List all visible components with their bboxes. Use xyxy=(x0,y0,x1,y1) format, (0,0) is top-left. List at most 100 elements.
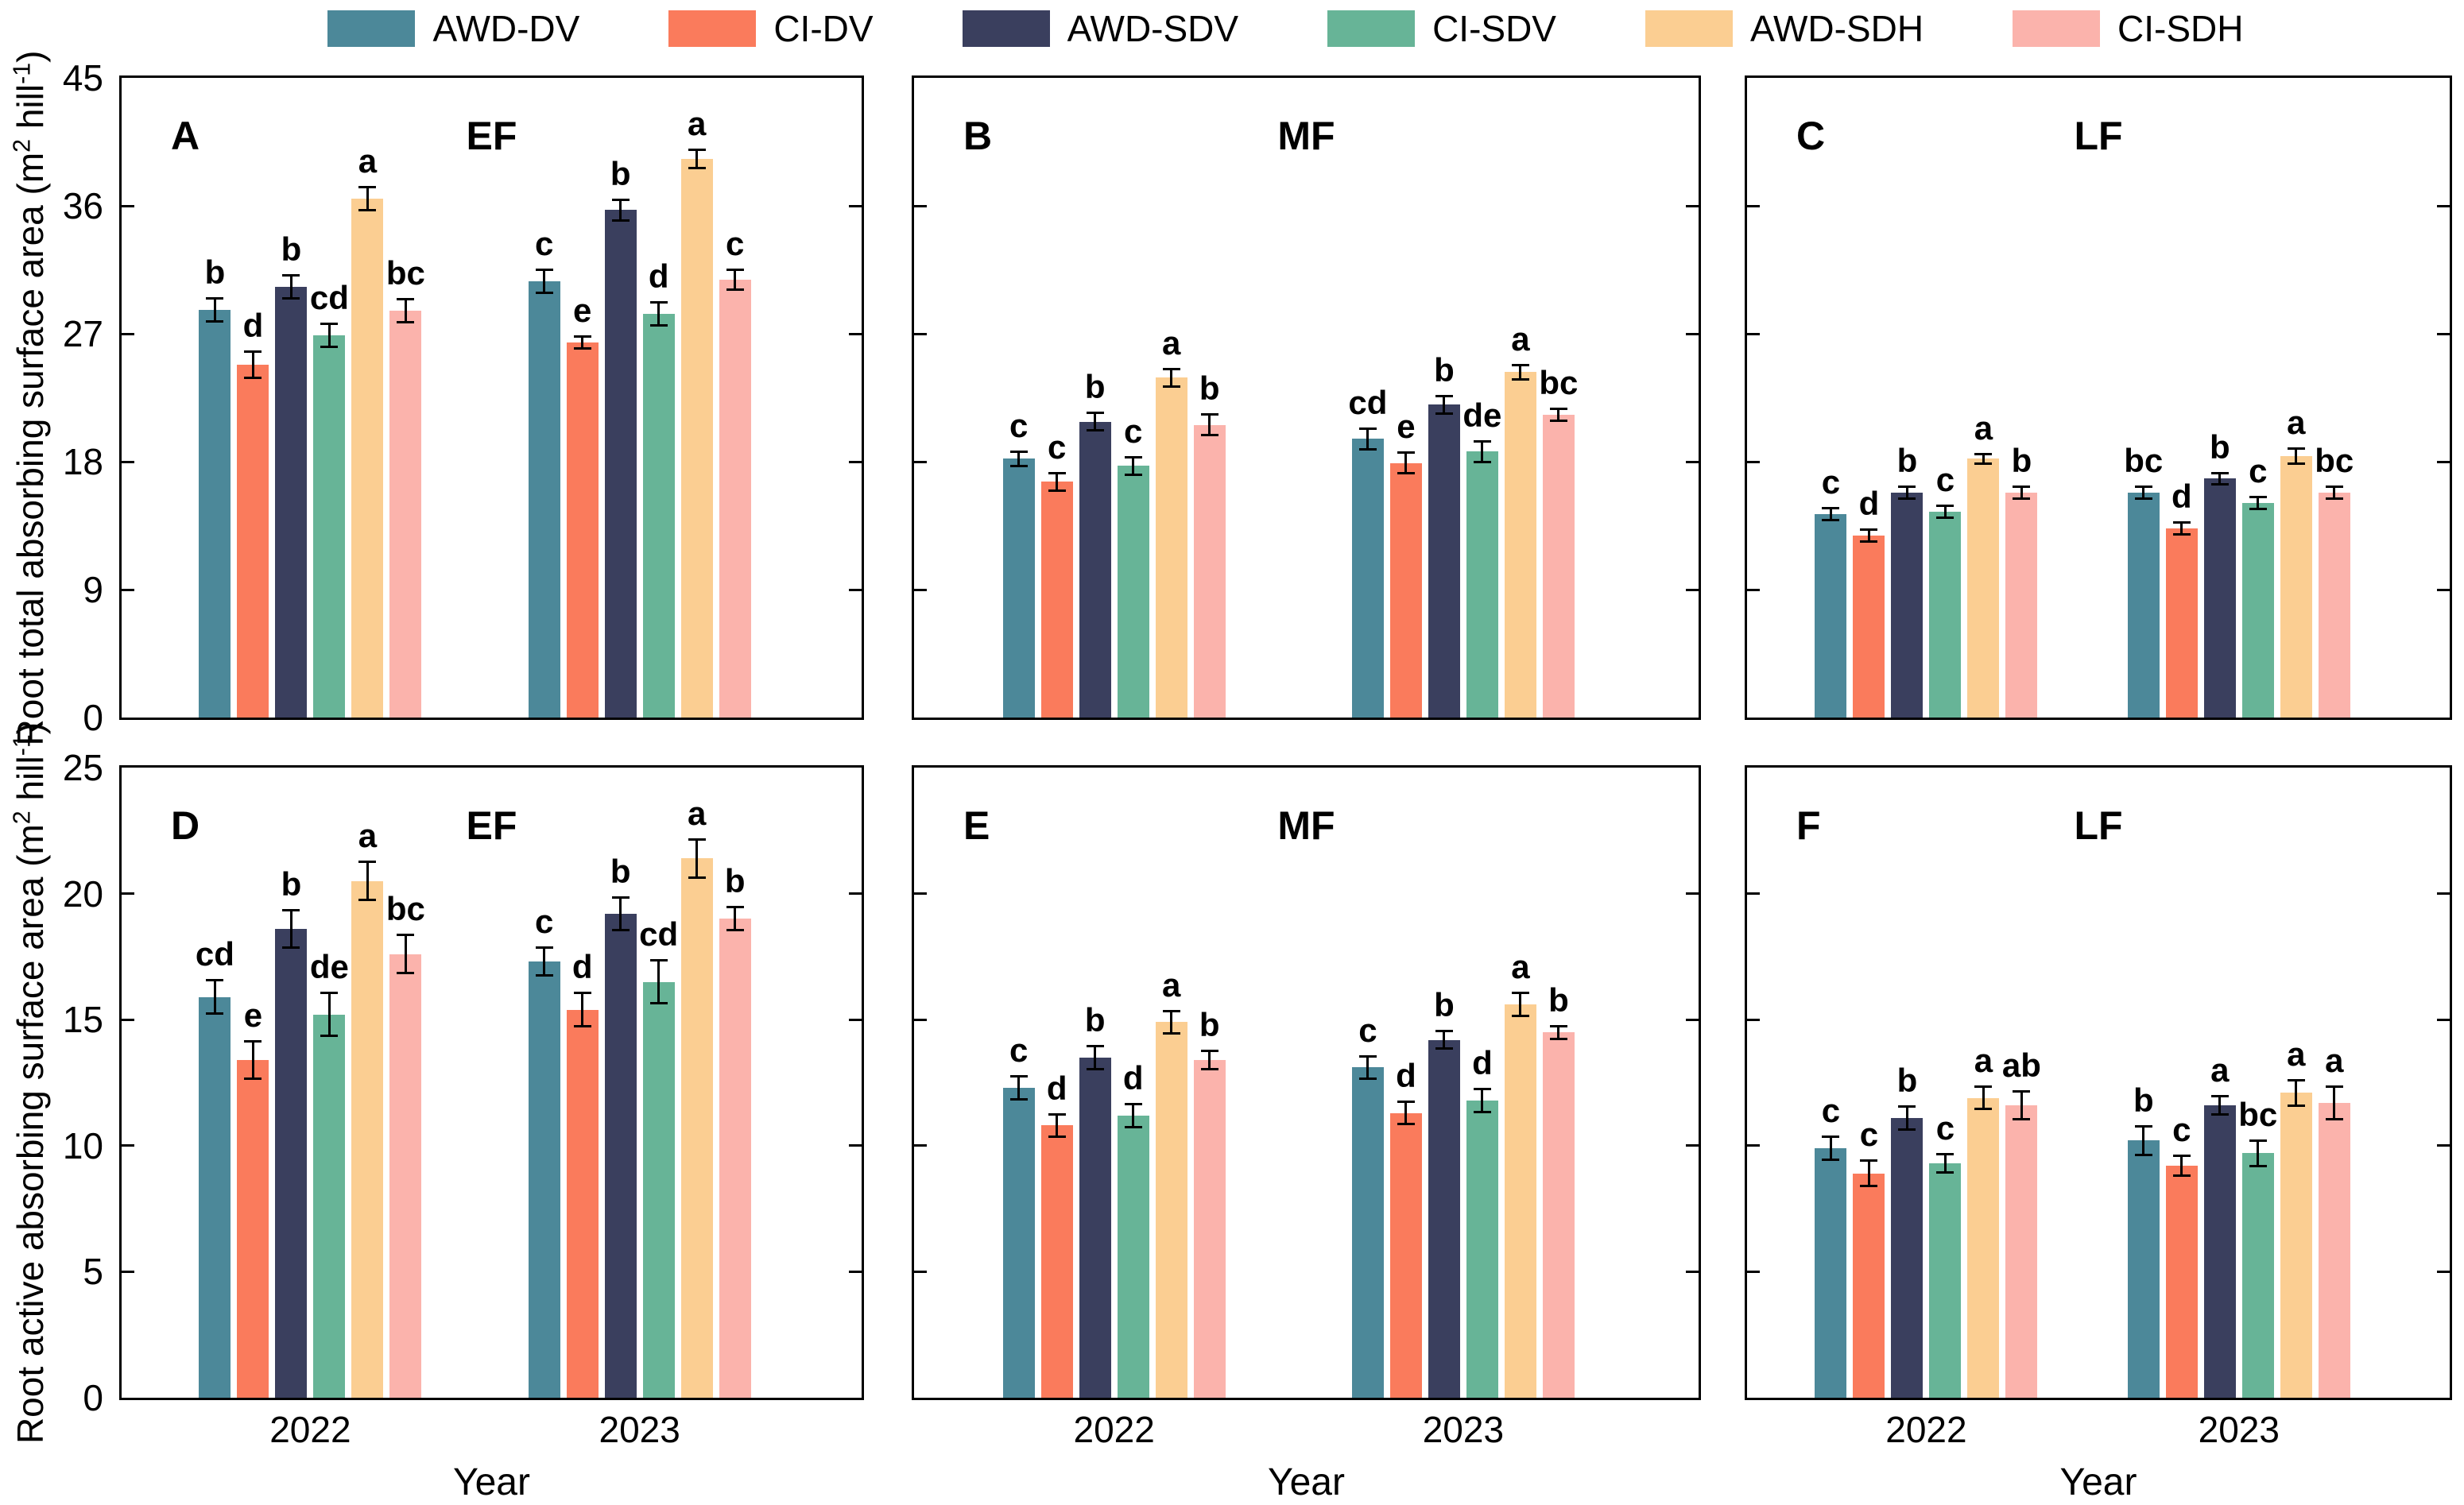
y-tick xyxy=(1686,1270,1699,1273)
error-bar xyxy=(1982,453,1985,465)
error-bar-cap xyxy=(688,149,706,152)
panel-title-B: MF xyxy=(1277,114,1335,158)
error-bar xyxy=(1443,1029,1446,1050)
error-bar-cap xyxy=(649,959,668,962)
error-bar-cap xyxy=(1048,489,1066,492)
y-tick xyxy=(849,1270,862,1273)
bar-F-2023-CI-SDH xyxy=(2318,1102,2350,1398)
bar-B-2022-CI-SDV xyxy=(1117,466,1149,718)
x-tick-label: 2022 xyxy=(1885,1409,1967,1450)
error-bar xyxy=(657,959,661,1005)
significance-letter: b xyxy=(724,862,746,900)
bar-B-2022-CI-DV xyxy=(1040,482,1073,718)
error-bar xyxy=(1170,1009,1173,1035)
y-tick-label: 36 xyxy=(62,185,103,226)
legend-item-AWD-SDV: AWD-SDV xyxy=(962,10,1238,47)
error-bar-cap xyxy=(1086,412,1104,415)
error-bar-cap xyxy=(573,1024,591,1027)
y-tick xyxy=(914,1018,927,1021)
error-bar-cap xyxy=(1936,504,1955,507)
error-bar-cap xyxy=(535,974,553,977)
y-tick-label: 27 xyxy=(62,313,103,354)
bar-D-2022-CI-DV xyxy=(237,1059,269,1398)
error-bar-cap xyxy=(1009,1097,1028,1101)
error-bar xyxy=(1056,471,1059,492)
panel-letter-C: C xyxy=(1796,114,1826,158)
y-tick-label: 0 xyxy=(83,697,103,738)
significance-letter: d xyxy=(648,257,669,295)
error-bar-cap xyxy=(320,345,339,348)
error-bar xyxy=(327,322,331,348)
bar-E-2023-CI-SDV xyxy=(1466,1100,1498,1398)
legend-item-AWD-DV: AWD-DV xyxy=(327,10,579,47)
x-axis-label: Year xyxy=(1268,1461,1345,1503)
error-bar-cap xyxy=(1898,1128,1916,1131)
error-bar-cap xyxy=(2210,1112,2229,1116)
error-bar xyxy=(1094,412,1097,432)
error-bar-cap xyxy=(1860,528,1878,532)
error-bar-cap xyxy=(2287,1078,2305,1081)
legend-label: CI-DV xyxy=(773,8,874,49)
error-bar-cap xyxy=(573,992,591,995)
error-bar-cap xyxy=(1435,1047,1453,1050)
y-tick xyxy=(122,204,134,207)
error-bar-cap xyxy=(1048,1136,1066,1139)
legend-item-CI-SDV: CI-SDV xyxy=(1327,10,1556,47)
significance-letter: b xyxy=(2209,428,2230,466)
bar-F-2023-CI-DV xyxy=(2165,1166,2198,1398)
significance-letter: bc xyxy=(385,890,425,928)
error-bar xyxy=(695,838,699,879)
error-bar-cap xyxy=(1086,1044,1104,1047)
y-tick xyxy=(1686,588,1699,591)
bar-A-2023-AWD-SDV xyxy=(604,210,637,718)
significance-letter: b xyxy=(2011,442,2032,480)
error-bar-cap xyxy=(2172,521,2191,524)
bar-B-2023-AWD-SDV xyxy=(1428,404,1460,718)
error-bar-cap xyxy=(1009,450,1028,453)
bar-C-2022-AWD-SDV xyxy=(1891,493,1924,718)
error-bar-cap xyxy=(1358,428,1377,431)
bar-B-2023-CI-DV xyxy=(1389,462,1422,718)
y-tick xyxy=(2437,1018,2450,1021)
bar-C-2023-AWD-DV xyxy=(2127,493,2160,718)
legend: AWD-DV CI-DV AWD-SDV CI-SDV AWD-SDH CI-SDH xyxy=(119,6,2452,51)
error-bar xyxy=(1557,1024,1560,1040)
error-bar xyxy=(1056,1112,1059,1139)
y-tick xyxy=(1747,1270,1760,1273)
significance-letter: a xyxy=(1511,319,1530,358)
legend-label: AWD-DV xyxy=(432,8,580,49)
error-bar-cap xyxy=(1549,419,1567,422)
y-tick xyxy=(122,1144,134,1147)
error-bar-cap xyxy=(611,896,630,899)
significance-letter: c xyxy=(2249,451,2268,489)
y-tick-label: 9 xyxy=(83,569,103,610)
y-axis-label-bottom: Root active absorbing surface area (m2 h… xyxy=(8,686,52,1480)
error-bar-cap xyxy=(282,273,300,277)
significance-letter: cd xyxy=(195,935,234,973)
error-bar-cap xyxy=(1473,440,1491,443)
y-tick xyxy=(1686,204,1699,207)
error-bar-cap xyxy=(1511,363,1529,366)
significance-letter: b xyxy=(1199,1006,1220,1044)
error-bar-cap xyxy=(2134,1153,2152,1156)
error-bar-cap xyxy=(2210,1095,2229,1098)
significance-letter: d xyxy=(1396,1056,1416,1094)
error-bar-cap xyxy=(244,350,262,354)
error-bar-cap xyxy=(1435,394,1453,397)
significance-letter: b xyxy=(1896,442,1918,480)
bar-B-2023-AWD-SDH xyxy=(1504,372,1536,718)
error-bar-cap xyxy=(397,934,415,937)
panel-title-F: LF xyxy=(2074,803,2123,848)
bar-E-2022-AWD-SDV xyxy=(1079,1057,1111,1398)
error-bar xyxy=(543,268,546,294)
bar-D-2022-AWD-SDV xyxy=(275,929,308,1398)
significance-letter: c xyxy=(1821,463,1841,501)
significance-letter: c xyxy=(1935,1109,1955,1147)
error-bar-cap xyxy=(1048,1112,1066,1116)
bar-D-2022-CI-SDV xyxy=(313,1014,346,1398)
error-bar-cap xyxy=(1009,465,1028,468)
bar-C-2022-CI-SDH xyxy=(2005,493,2038,718)
error-bar-cap xyxy=(535,291,553,294)
panel-title-C: LF xyxy=(2074,114,2123,158)
